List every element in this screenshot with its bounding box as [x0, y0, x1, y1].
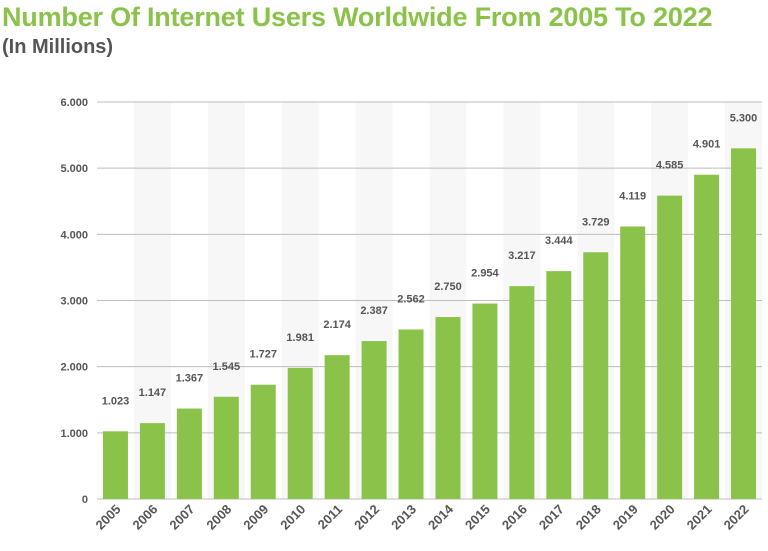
- data-label: 2.750: [434, 281, 462, 293]
- x-tick-label: 2011: [315, 502, 346, 533]
- bars: [102, 148, 757, 500]
- bar: [620, 226, 646, 499]
- x-tick-label: 2018: [573, 502, 604, 533]
- data-label: 4.901: [693, 139, 721, 151]
- y-tick-label: 0: [82, 494, 88, 506]
- data-label: 3.444: [545, 235, 573, 247]
- x-axis-labels: 2005 2006 2007 2008 2009 2010 2011 2012 2013 2014…: [93, 501, 752, 533]
- x-tick-label: 2020: [647, 502, 678, 533]
- x-tick-label: 2009: [240, 502, 271, 533]
- data-label: 5.300: [730, 112, 758, 124]
- bar: [546, 271, 572, 499]
- x-tick-label: 2021: [684, 502, 715, 533]
- bar: [176, 408, 202, 499]
- data-label: 3.217: [508, 250, 536, 262]
- bar: [213, 396, 239, 499]
- bar: [287, 367, 313, 499]
- data-label: 3.729: [582, 216, 610, 228]
- bar: [731, 148, 757, 500]
- x-tick-label: 2007: [166, 502, 197, 533]
- bar: [472, 303, 498, 499]
- data-labels: 1.023 1.147 1.367 1.545 1.727 1.981 2.174 2.387…: [102, 112, 758, 407]
- x-tick-label: 2005: [93, 502, 124, 533]
- x-tick-label: 2008: [203, 502, 234, 533]
- data-label: 1.727: [249, 349, 277, 361]
- x-tick-label: 2006: [129, 502, 160, 533]
- x-tick-label: 2016: [499, 502, 530, 533]
- bar: [361, 341, 387, 499]
- bar: [657, 195, 683, 499]
- data-label: 4.585: [656, 160, 684, 172]
- x-tick-label: 2022: [721, 502, 752, 533]
- y-axis-ticks: 0 1.000 2.000 3.000 4.000 5.000 6.000: [60, 97, 88, 506]
- y-tick-label: 2.000: [60, 362, 88, 374]
- data-label: 2.954: [471, 268, 499, 280]
- bar: [102, 431, 128, 499]
- data-label: 4.119: [619, 190, 646, 202]
- y-tick-label: 5.000: [60, 163, 88, 175]
- bar: [509, 286, 535, 499]
- data-label: 1.023: [102, 395, 130, 407]
- data-label: 2.562: [397, 293, 425, 305]
- data-label: 2.174: [323, 319, 351, 331]
- bar: [398, 329, 424, 499]
- x-tick-label: 2012: [351, 502, 382, 533]
- bar: [435, 317, 461, 499]
- x-tick-label: 2010: [277, 502, 308, 533]
- data-label: 1.147: [139, 387, 167, 399]
- bar: [250, 384, 276, 499]
- y-tick-label: 4.000: [60, 229, 88, 241]
- x-tick-label: 2014: [425, 501, 457, 533]
- chart-title: Number Of Internet Users Worldwide From …: [2, 2, 713, 32]
- data-label: 1.981: [286, 332, 314, 344]
- y-tick-label: 3.000: [60, 296, 88, 308]
- bar: [583, 252, 609, 499]
- gridlines: [97, 101, 762, 500]
- chart-subtitle: (In Millions): [2, 36, 114, 58]
- x-tick-label: 2015: [462, 502, 493, 533]
- bar: [324, 355, 350, 499]
- bar: [139, 423, 165, 499]
- data-label: 1.367: [176, 373, 204, 385]
- y-tick-label: 6.000: [60, 97, 88, 109]
- x-tick-label: 2019: [610, 502, 641, 533]
- bar: [694, 174, 720, 499]
- x-tick-label: 2013: [388, 502, 419, 533]
- y-tick-label: 1.000: [60, 428, 88, 440]
- x-tick-label: 2017: [536, 502, 567, 533]
- data-label: 1.545: [213, 361, 241, 373]
- data-label: 2.387: [360, 305, 388, 317]
